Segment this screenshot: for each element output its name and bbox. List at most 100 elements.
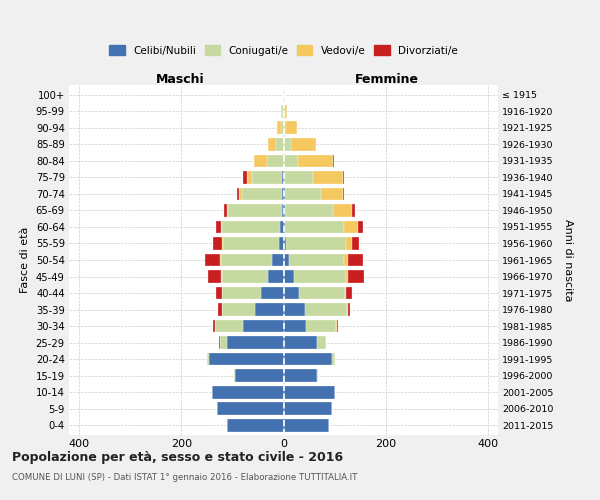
Bar [236,188,239,200]
Bar [239,188,242,200]
Bar [344,220,358,234]
Bar [284,154,298,168]
Bar [209,352,284,366]
Bar [332,352,335,366]
Bar [347,303,348,316]
Bar [305,303,347,316]
Bar [291,138,316,151]
Bar [284,138,291,151]
Bar [284,320,307,332]
Bar [284,286,299,300]
Bar [284,220,285,234]
Bar [212,386,284,398]
Bar [283,171,284,184]
Bar [284,352,332,366]
Bar [343,171,344,184]
Bar [216,286,222,300]
Bar [256,303,284,316]
Bar [242,320,284,332]
Bar [348,303,350,316]
Bar [229,204,282,217]
Bar [346,270,349,283]
Bar [284,336,317,349]
Bar [234,369,235,382]
Text: Femmine: Femmine [355,73,418,86]
Bar [267,154,284,168]
Bar [222,237,223,250]
Y-axis label: Fasce di età: Fasce di età [20,227,30,293]
Bar [218,303,222,316]
Bar [284,204,333,217]
Bar [282,204,284,217]
Bar [268,138,276,151]
Bar [313,171,343,184]
Bar [222,270,268,283]
Bar [336,320,337,332]
Bar [277,122,281,134]
Bar [298,154,332,168]
Bar [207,352,209,366]
Bar [227,336,284,349]
Bar [280,237,284,250]
Bar [242,188,283,200]
Bar [222,286,260,300]
Bar [299,286,345,300]
Bar [247,171,252,184]
Bar [284,105,287,118]
Bar [276,138,284,151]
Bar [260,286,284,300]
Text: Maschi: Maschi [156,73,205,86]
Bar [284,303,305,316]
Text: Popolazione per età, sesso e stato civile - 2016: Popolazione per età, sesso e stato civil… [12,451,343,464]
Bar [217,402,284,415]
Legend: Celibi/Nubili, Coniugati/e, Vedovi/e, Divorziati/e: Celibi/Nubili, Coniugati/e, Vedovi/e, Di… [105,41,462,60]
Bar [284,254,289,266]
Bar [242,171,247,184]
Bar [352,204,355,217]
Bar [317,369,318,382]
Bar [284,369,317,382]
Bar [208,270,221,283]
Bar [332,154,334,168]
Bar [235,369,284,382]
Bar [223,237,280,250]
Bar [221,254,272,266]
Bar [284,418,329,432]
Bar [281,105,283,118]
Bar [346,237,352,250]
Bar [337,320,338,332]
Bar [220,336,227,349]
Bar [349,270,364,283]
Bar [252,171,283,184]
Bar [284,188,321,200]
Bar [218,336,220,349]
Text: COMUNE DI LUNI (SP) - Dati ISTAT 1° gennaio 2016 - Elaborazione TUTTITALIA.IT: COMUNE DI LUNI (SP) - Dati ISTAT 1° genn… [12,472,358,482]
Bar [352,237,359,250]
Bar [221,220,222,234]
Bar [227,418,284,432]
Bar [213,320,215,332]
Bar [280,220,284,234]
Bar [346,286,352,300]
Bar [222,220,280,234]
Bar [307,320,336,332]
Y-axis label: Anni di nascita: Anni di nascita [563,218,573,301]
Bar [344,254,348,266]
Bar [220,254,221,266]
Bar [283,188,284,200]
Bar [286,122,297,134]
Bar [289,254,344,266]
Bar [268,270,284,283]
Bar [254,154,267,168]
Bar [227,204,229,217]
Bar [285,220,344,234]
Bar [284,171,313,184]
Bar [286,237,346,250]
Bar [213,237,222,250]
Bar [205,254,220,266]
Bar [343,188,344,200]
Bar [358,220,363,234]
Bar [345,286,346,300]
Bar [284,270,294,283]
Bar [284,402,332,415]
